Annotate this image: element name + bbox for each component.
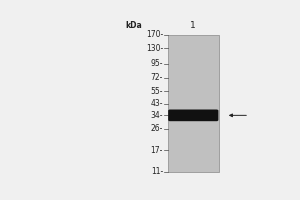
Text: 170-: 170- bbox=[146, 30, 163, 39]
Text: 26-: 26- bbox=[151, 124, 163, 133]
Text: 130-: 130- bbox=[146, 44, 163, 53]
Text: 1: 1 bbox=[190, 21, 196, 30]
Text: kDa: kDa bbox=[126, 21, 142, 30]
Text: 95-: 95- bbox=[151, 59, 163, 68]
Text: 43-: 43- bbox=[151, 99, 163, 108]
Text: 17-: 17- bbox=[151, 146, 163, 155]
Text: 11-: 11- bbox=[151, 167, 163, 176]
Text: 34-: 34- bbox=[151, 111, 163, 120]
FancyBboxPatch shape bbox=[168, 109, 218, 121]
Text: 72-: 72- bbox=[151, 73, 163, 82]
Text: 55-: 55- bbox=[151, 87, 163, 96]
